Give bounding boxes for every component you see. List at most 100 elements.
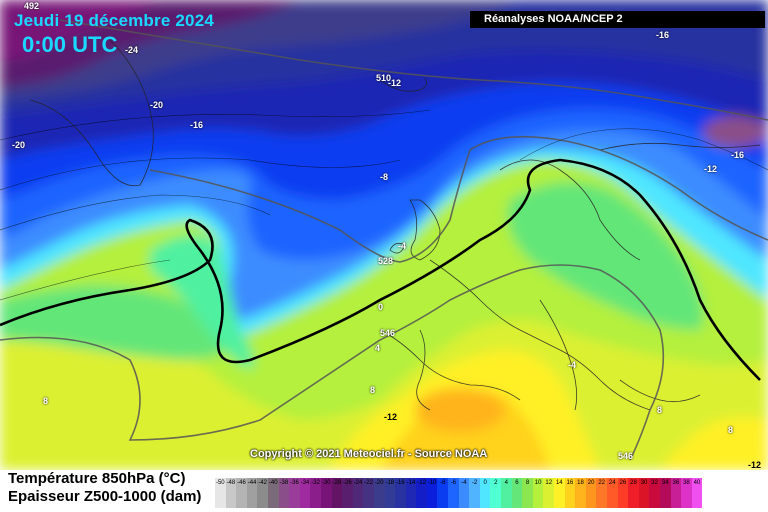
isotherm-label: -12 bbox=[384, 412, 398, 422]
scale-swatch: -18 bbox=[384, 478, 396, 508]
scale-swatch-label: 2 bbox=[494, 480, 498, 486]
thickness-label: 510 bbox=[376, 73, 392, 83]
scale-swatch-label: -38 bbox=[279, 480, 289, 486]
scale-swatch-label: 20 bbox=[587, 480, 595, 486]
scale-swatch-label: -42 bbox=[258, 480, 267, 486]
scale-swatch-label: -4 bbox=[461, 480, 467, 486]
map-time: 0:00 UTC bbox=[22, 32, 118, 57]
isotherm-label: 8 bbox=[657, 405, 663, 415]
scale-swatch: -8 bbox=[437, 478, 449, 508]
color-scale: -50 -48 -46 -44 -42 -40 -38 -36 -34 -32 -30 -28 -26-… bbox=[215, 478, 703, 508]
scale-swatch-label: -28 bbox=[332, 480, 342, 486]
scale-swatch: 26 bbox=[617, 478, 629, 508]
scale-swatch-label: 24 bbox=[608, 480, 616, 486]
scale-swatch-label: 4 bbox=[504, 480, 508, 486]
scale-swatch: 2 bbox=[490, 478, 502, 508]
scale-swatch: -20 bbox=[373, 478, 385, 508]
scale-swatch: 34 bbox=[659, 478, 671, 508]
scale-swatch: 16 bbox=[564, 478, 576, 508]
scale-swatch: 36 bbox=[670, 478, 682, 508]
scale-swatch: -32 bbox=[310, 478, 321, 508]
scale-swatch: 18 bbox=[575, 478, 586, 508]
scale-swatch-label: -40 bbox=[268, 480, 278, 486]
scale-swatch-label: 36 bbox=[672, 480, 680, 486]
scale-swatch-label: -6 bbox=[450, 480, 457, 486]
scale-swatch: 20 bbox=[585, 478, 597, 508]
scale-swatch-label: 38 bbox=[683, 480, 690, 486]
scale-swatch: 40 bbox=[691, 478, 703, 508]
scale-swatch: -10 bbox=[426, 478, 438, 508]
scale-swatch-label: -14 bbox=[406, 480, 416, 486]
scale-swatch: -4 bbox=[458, 478, 470, 508]
scale-swatch: 30 bbox=[638, 478, 650, 508]
scale-swatch: 12 bbox=[543, 478, 554, 508]
isotherm-label: -16 bbox=[731, 150, 745, 160]
scale-swatch-label: 22 bbox=[598, 480, 606, 486]
scale-swatch: -50 bbox=[215, 478, 226, 508]
scale-swatch-label: -26 bbox=[343, 480, 352, 486]
isotherm-label: 8 bbox=[728, 425, 734, 435]
scale-swatch: -34 bbox=[299, 478, 311, 508]
thickness-label: 546 bbox=[618, 451, 634, 461]
scale-swatch-label: -50 bbox=[215, 480, 225, 486]
isotherm-label: 8 bbox=[370, 385, 376, 395]
scale-swatch-label: 14 bbox=[555, 480, 563, 486]
source-banner: Réanalyses NOAA/NCEP 2 bbox=[470, 11, 765, 28]
scale-swatch-label: -18 bbox=[385, 480, 395, 486]
scale-swatch: -14 bbox=[405, 478, 417, 508]
isotherm-label: -4 bbox=[568, 360, 577, 370]
scale-swatch: -30 bbox=[320, 478, 332, 508]
scale-swatch-label: 18 bbox=[577, 480, 584, 486]
scale-swatch: -24 bbox=[352, 478, 364, 508]
isotherm-label: -4 bbox=[398, 241, 407, 251]
isotherm-label: -12 bbox=[704, 164, 718, 174]
scale-swatch-label: -48 bbox=[226, 480, 236, 486]
scale-swatch: 28 bbox=[628, 478, 639, 508]
scale-swatch: -12 bbox=[416, 478, 427, 508]
scale-swatch: -22 bbox=[363, 478, 374, 508]
isotherm-label: 0 bbox=[378, 302, 384, 312]
scale-swatch: 4 bbox=[501, 478, 512, 508]
scale-swatch-label: 32 bbox=[651, 480, 658, 486]
scale-swatch: 14 bbox=[554, 478, 565, 508]
scale-swatch-label: 10 bbox=[534, 480, 542, 486]
thickness-label: 528 bbox=[378, 256, 394, 266]
scale-swatch-label: 16 bbox=[566, 480, 574, 486]
scale-swatch: 22 bbox=[596, 478, 607, 508]
scale-swatch: -48 bbox=[225, 478, 237, 508]
map-date: Jeudi 19 décembre 2024 bbox=[14, 11, 215, 30]
scale-swatch: 38 bbox=[681, 478, 692, 508]
scale-swatch-label: -44 bbox=[247, 480, 257, 486]
scale-swatch-label: 0 bbox=[483, 480, 487, 486]
scale-swatch: -40 bbox=[267, 478, 279, 508]
scale-swatch: -28 bbox=[331, 478, 343, 508]
scale-swatch-label: 26 bbox=[619, 480, 627, 486]
legend-title-thickness: Epaisseur Z500-1000 (dam) bbox=[8, 488, 202, 505]
isotherm-label: 4 bbox=[375, 343, 381, 353]
copyright-text: Copyright © 2021 Meteociel.fr - Source N… bbox=[250, 448, 488, 460]
scale-swatch-label: 34 bbox=[661, 480, 669, 486]
scale-swatch-label: 8 bbox=[525, 480, 530, 486]
isotherm-label: -16 bbox=[190, 120, 204, 130]
scale-swatch-label: 28 bbox=[630, 480, 637, 486]
isotherm-label: -20 bbox=[12, 140, 26, 150]
scale-swatch-label: -46 bbox=[237, 480, 246, 486]
scale-swatch-label: -16 bbox=[396, 480, 405, 486]
temperature-field bbox=[0, 0, 768, 470]
scale-swatch-label: -36 bbox=[290, 480, 299, 486]
scale-swatch: 8 bbox=[522, 478, 533, 508]
scale-swatch-label: -10 bbox=[427, 480, 437, 486]
scale-swatch-label: -32 bbox=[311, 480, 320, 486]
isotherm-label: -16 bbox=[656, 30, 670, 40]
scale-swatch: -36 bbox=[289, 478, 300, 508]
scale-swatch: -26 bbox=[342, 478, 353, 508]
scale-swatch-label: 30 bbox=[640, 480, 648, 486]
scale-swatch: -16 bbox=[395, 478, 406, 508]
scale-swatch-label: -30 bbox=[321, 480, 331, 486]
scale-swatch-label: -34 bbox=[300, 480, 310, 486]
scale-swatch-label: -24 bbox=[353, 480, 363, 486]
scale-swatch: -6 bbox=[448, 478, 459, 508]
scale-swatch-label: 12 bbox=[545, 480, 553, 486]
scale-swatch: 6 bbox=[511, 478, 523, 508]
